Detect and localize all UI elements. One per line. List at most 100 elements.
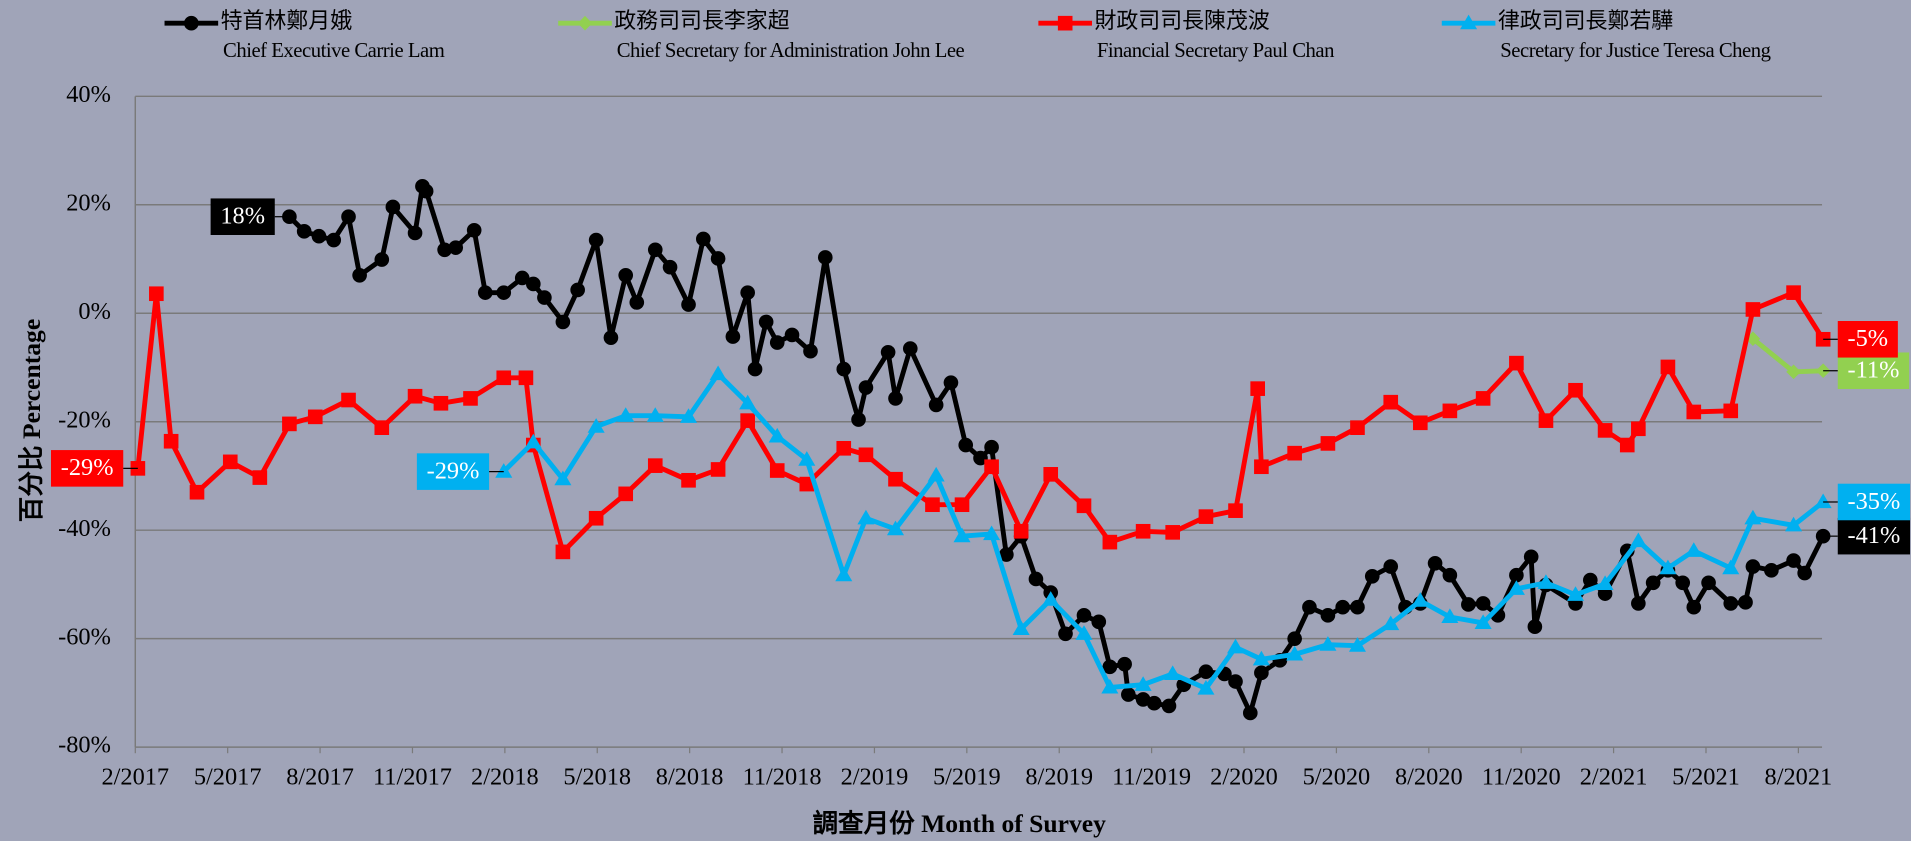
marker — [1254, 665, 1269, 681]
data-label-box — [1837, 352, 1910, 390]
marker — [514, 270, 530, 286]
marker — [1076, 498, 1092, 514]
marker — [518, 370, 534, 386]
marker — [1286, 645, 1304, 661]
legend-label-en: Chief Executive Carrie Lam — [223, 40, 445, 62]
data-label-box — [1837, 321, 1898, 358]
marker — [1287, 445, 1302, 461]
legend-label: 財政司司長陳茂波 — [1094, 8, 1269, 33]
marker — [1076, 608, 1092, 623]
marker — [1146, 695, 1162, 711]
y-tick-label: -20% — [58, 406, 111, 433]
data-label-box — [416, 453, 490, 490]
marker — [537, 290, 552, 305]
marker — [784, 327, 800, 343]
marker — [1320, 436, 1336, 451]
marker — [858, 447, 874, 463]
marker — [385, 199, 401, 215]
marker — [1254, 459, 1269, 475]
data-label-box — [50, 450, 124, 487]
marker — [496, 285, 512, 300]
data-label: -5% — [1848, 325, 1889, 352]
marker — [1722, 559, 1740, 575]
legend-label: 特首林鄭月娥 — [221, 8, 353, 33]
marker — [943, 375, 959, 390]
marker — [555, 314, 571, 330]
marker — [1442, 567, 1458, 583]
marker — [282, 416, 297, 432]
marker — [857, 509, 875, 525]
data-label-box — [210, 198, 275, 235]
marker — [1786, 285, 1801, 300]
x-tick-label: 11/2018 — [743, 763, 822, 790]
marker — [341, 209, 356, 225]
marker — [163, 433, 179, 449]
data-label: -35% — [1848, 488, 1901, 515]
marker — [1797, 565, 1812, 581]
x-tick-label: 5/2021 — [1672, 763, 1740, 790]
x-tick-label: 11/2020 — [1482, 763, 1561, 790]
marker — [603, 330, 619, 345]
marker — [1012, 620, 1030, 635]
marker — [588, 510, 604, 526]
marker — [1091, 614, 1107, 630]
marker — [1686, 599, 1702, 615]
marker — [1475, 391, 1491, 406]
marker — [647, 458, 663, 473]
marker — [1597, 586, 1613, 601]
y-tick-label: 20% — [66, 189, 111, 216]
marker — [433, 395, 449, 411]
marker — [1660, 359, 1676, 375]
marker — [1383, 559, 1399, 574]
marker — [1382, 615, 1400, 631]
marker — [999, 547, 1014, 562]
marker — [1058, 626, 1073, 642]
marker — [817, 250, 833, 265]
x-tick-label: 8/2017 — [286, 763, 354, 790]
marker — [1135, 692, 1151, 707]
marker — [555, 544, 571, 560]
marker — [1785, 516, 1803, 532]
marker — [374, 252, 390, 267]
marker — [282, 209, 297, 225]
marker — [1350, 599, 1365, 615]
marker — [1442, 403, 1458, 419]
marker — [1685, 542, 1703, 557]
marker — [1745, 302, 1761, 317]
marker — [662, 259, 678, 275]
marker — [1134, 676, 1152, 691]
marker — [1135, 523, 1151, 539]
y-tick-label: 40% — [66, 81, 111, 108]
marker — [740, 285, 755, 300]
y-tick-label: -60% — [58, 623, 111, 650]
marker — [629, 295, 645, 310]
x-tick-label: 2/2019 — [841, 763, 909, 790]
marker — [1645, 575, 1661, 591]
marker — [1335, 599, 1351, 615]
marker — [646, 407, 664, 422]
marker — [587, 418, 605, 433]
marker — [1075, 625, 1093, 640]
y-tick-label: 0% — [78, 298, 110, 325]
marker — [836, 361, 852, 377]
marker — [1101, 678, 1119, 694]
marker — [1507, 580, 1525, 595]
marker — [1164, 665, 1182, 681]
legend-label: 政務司司長李家超 — [614, 8, 789, 33]
marker — [1686, 404, 1702, 420]
marker — [448, 240, 464, 255]
legend-marker — [1057, 15, 1073, 31]
data-label: -41% — [1848, 522, 1901, 549]
marker — [798, 451, 816, 466]
marker — [1475, 596, 1491, 611]
data-label: -11% — [1848, 357, 1900, 384]
marker — [888, 471, 903, 487]
marker — [1165, 525, 1180, 540]
marker — [1523, 549, 1539, 565]
marker — [1509, 355, 1524, 371]
marker — [1538, 413, 1554, 428]
legend-marker — [1460, 14, 1478, 30]
marker — [617, 407, 635, 422]
legend-label-en: Financial Secretary Paul Chan — [1097, 40, 1335, 62]
data-label: -29% — [427, 457, 480, 484]
